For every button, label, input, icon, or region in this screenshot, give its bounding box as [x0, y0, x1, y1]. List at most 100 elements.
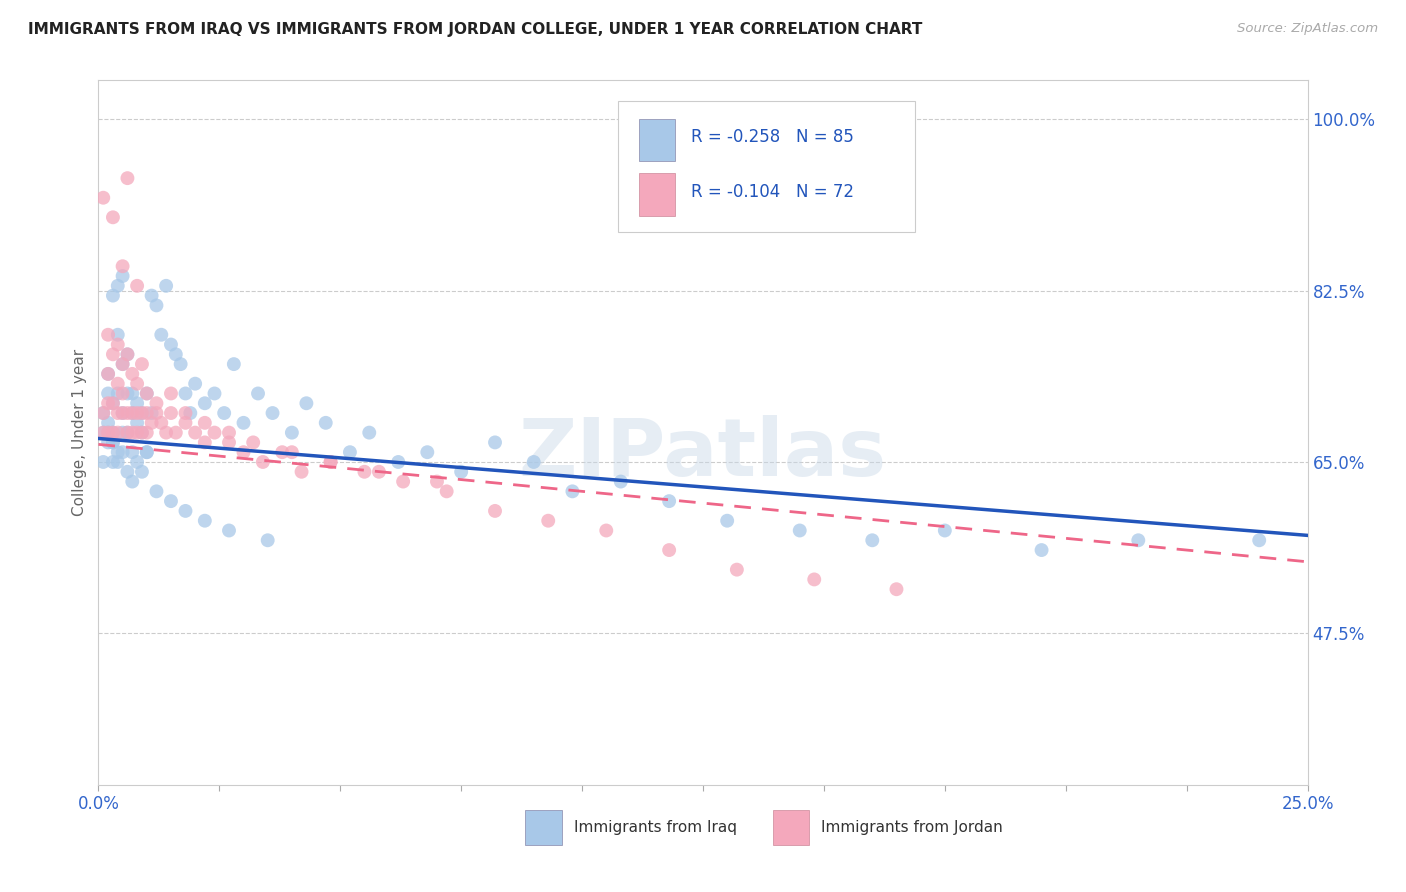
Text: R = -0.104   N = 72: R = -0.104 N = 72 [690, 183, 853, 201]
Point [135, 406, 157, 420]
Point [145, 406, 167, 420]
Point [101, 425, 124, 440]
Text: ZIPatlas: ZIPatlas [519, 415, 887, 492]
Point [101, 347, 124, 361]
Text: R = -0.258   N = 85: R = -0.258 N = 85 [690, 128, 853, 145]
Point [107, 278, 129, 293]
Point [101, 425, 124, 440]
Point [107, 386, 129, 401]
Point [392, 475, 415, 489]
Point [107, 376, 129, 391]
Point [426, 475, 449, 489]
Point [121, 406, 143, 420]
Point [934, 524, 956, 538]
Point [416, 445, 439, 459]
Point [387, 455, 409, 469]
Point [117, 465, 139, 479]
Point [658, 543, 681, 558]
Point [97, 425, 120, 440]
Point [359, 425, 381, 440]
Point [107, 425, 129, 440]
Point [117, 347, 139, 361]
Point [803, 573, 825, 587]
Point [91, 455, 114, 469]
Point [91, 425, 114, 440]
Point [184, 425, 207, 440]
Point [121, 406, 143, 420]
Point [117, 171, 139, 186]
Point [595, 524, 617, 538]
Point [450, 465, 472, 479]
Point [174, 416, 197, 430]
Point [101, 435, 124, 450]
Point [204, 386, 226, 401]
Point [860, 533, 883, 548]
Point [127, 406, 149, 420]
Point [131, 406, 153, 420]
Point [101, 435, 124, 450]
Point [319, 455, 342, 469]
Point [194, 396, 217, 410]
Point [484, 435, 506, 450]
Point [145, 298, 167, 312]
Point [111, 357, 134, 371]
Point [131, 465, 153, 479]
Point [111, 445, 134, 459]
Point [107, 406, 129, 420]
Point [281, 445, 304, 459]
Point [121, 475, 143, 489]
Point [160, 406, 183, 420]
Point [111, 406, 134, 420]
Point [117, 425, 139, 440]
Point [218, 435, 240, 450]
Point [131, 425, 153, 440]
Point [97, 327, 120, 342]
Point [160, 494, 183, 508]
Point [194, 514, 217, 528]
Point [212, 406, 235, 420]
Point [121, 425, 143, 440]
Point [117, 425, 139, 440]
Point [135, 425, 157, 440]
Point [131, 406, 153, 420]
Point [141, 416, 163, 430]
FancyBboxPatch shape [773, 810, 810, 845]
Point [127, 455, 149, 469]
Point [658, 494, 681, 508]
Point [247, 386, 270, 401]
Point [127, 425, 149, 440]
Point [523, 455, 546, 469]
Point [725, 563, 748, 577]
Point [169, 357, 191, 371]
Point [204, 425, 226, 440]
Point [101, 396, 124, 410]
Point [194, 435, 217, 450]
Point [117, 386, 139, 401]
Point [271, 445, 294, 459]
Point [1249, 533, 1271, 548]
FancyBboxPatch shape [619, 102, 915, 232]
Point [262, 406, 284, 420]
Point [131, 425, 153, 440]
Point [107, 455, 129, 469]
Point [716, 514, 738, 528]
Point [117, 406, 139, 420]
Point [561, 484, 583, 499]
Point [131, 357, 153, 371]
Text: Source: ZipAtlas.com: Source: ZipAtlas.com [1237, 22, 1378, 36]
Point [174, 386, 197, 401]
Point [1031, 543, 1053, 558]
Point [290, 465, 312, 479]
Point [111, 425, 134, 440]
Point [97, 435, 120, 450]
Point [111, 406, 134, 420]
Point [339, 445, 361, 459]
Point [111, 268, 134, 283]
Point [256, 533, 278, 548]
Point [315, 416, 337, 430]
Point [610, 475, 633, 489]
Point [97, 386, 120, 401]
Point [160, 337, 183, 351]
Point [194, 416, 217, 430]
Point [353, 465, 375, 479]
